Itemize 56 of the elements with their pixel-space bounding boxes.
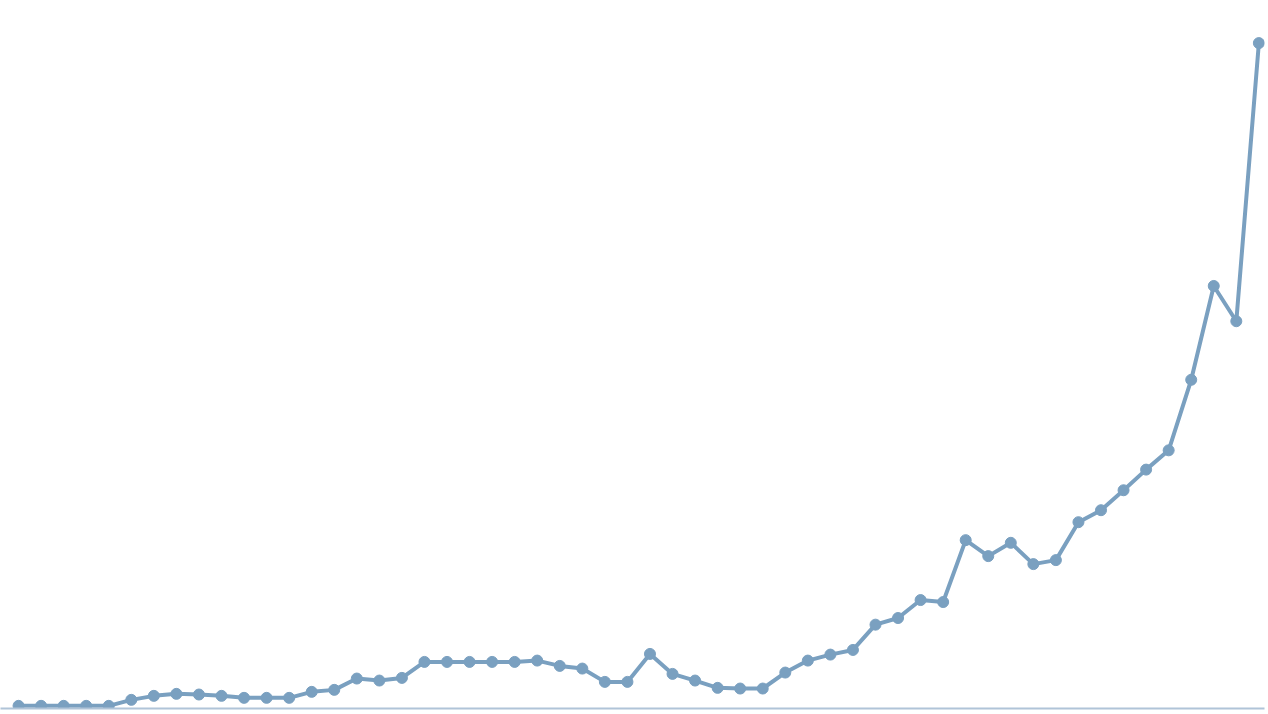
point (283, 691, 296, 704)
point (508, 655, 521, 668)
point (711, 681, 724, 694)
point (553, 659, 566, 672)
point (1004, 536, 1017, 549)
point (305, 685, 318, 698)
point (12, 699, 25, 709)
point (1140, 463, 1153, 476)
point (147, 689, 160, 702)
point (1252, 37, 1265, 50)
point (801, 654, 814, 667)
point (892, 612, 905, 624)
point (125, 693, 138, 706)
point (192, 688, 205, 701)
point (531, 654, 544, 667)
point (846, 643, 859, 656)
point (35, 699, 48, 709)
point (1117, 484, 1130, 497)
point (959, 534, 972, 547)
point (1027, 558, 1040, 571)
point (350, 672, 363, 685)
point (937, 596, 950, 609)
point (779, 666, 792, 679)
point (418, 655, 431, 668)
point (869, 618, 882, 631)
point (373, 674, 386, 687)
point (1162, 444, 1175, 457)
point (1072, 516, 1085, 529)
point (643, 647, 656, 660)
point (1230, 315, 1243, 328)
point (102, 699, 115, 709)
point (395, 671, 408, 684)
point (57, 699, 70, 709)
point (1095, 504, 1107, 517)
point (80, 699, 93, 709)
point (576, 662, 589, 675)
point (598, 675, 611, 688)
point (914, 594, 927, 607)
point (666, 667, 679, 680)
point (238, 691, 251, 704)
point (170, 687, 183, 700)
point (734, 682, 747, 695)
point (260, 691, 273, 704)
point (463, 655, 476, 668)
point (982, 550, 995, 563)
point (689, 674, 702, 687)
point (1207, 279, 1220, 292)
point (328, 683, 341, 696)
point (621, 675, 634, 688)
point (1049, 554, 1062, 567)
point (824, 648, 837, 661)
point (756, 682, 769, 695)
point (215, 689, 228, 702)
point (486, 655, 499, 668)
point (441, 655, 454, 668)
point (1185, 373, 1198, 386)
